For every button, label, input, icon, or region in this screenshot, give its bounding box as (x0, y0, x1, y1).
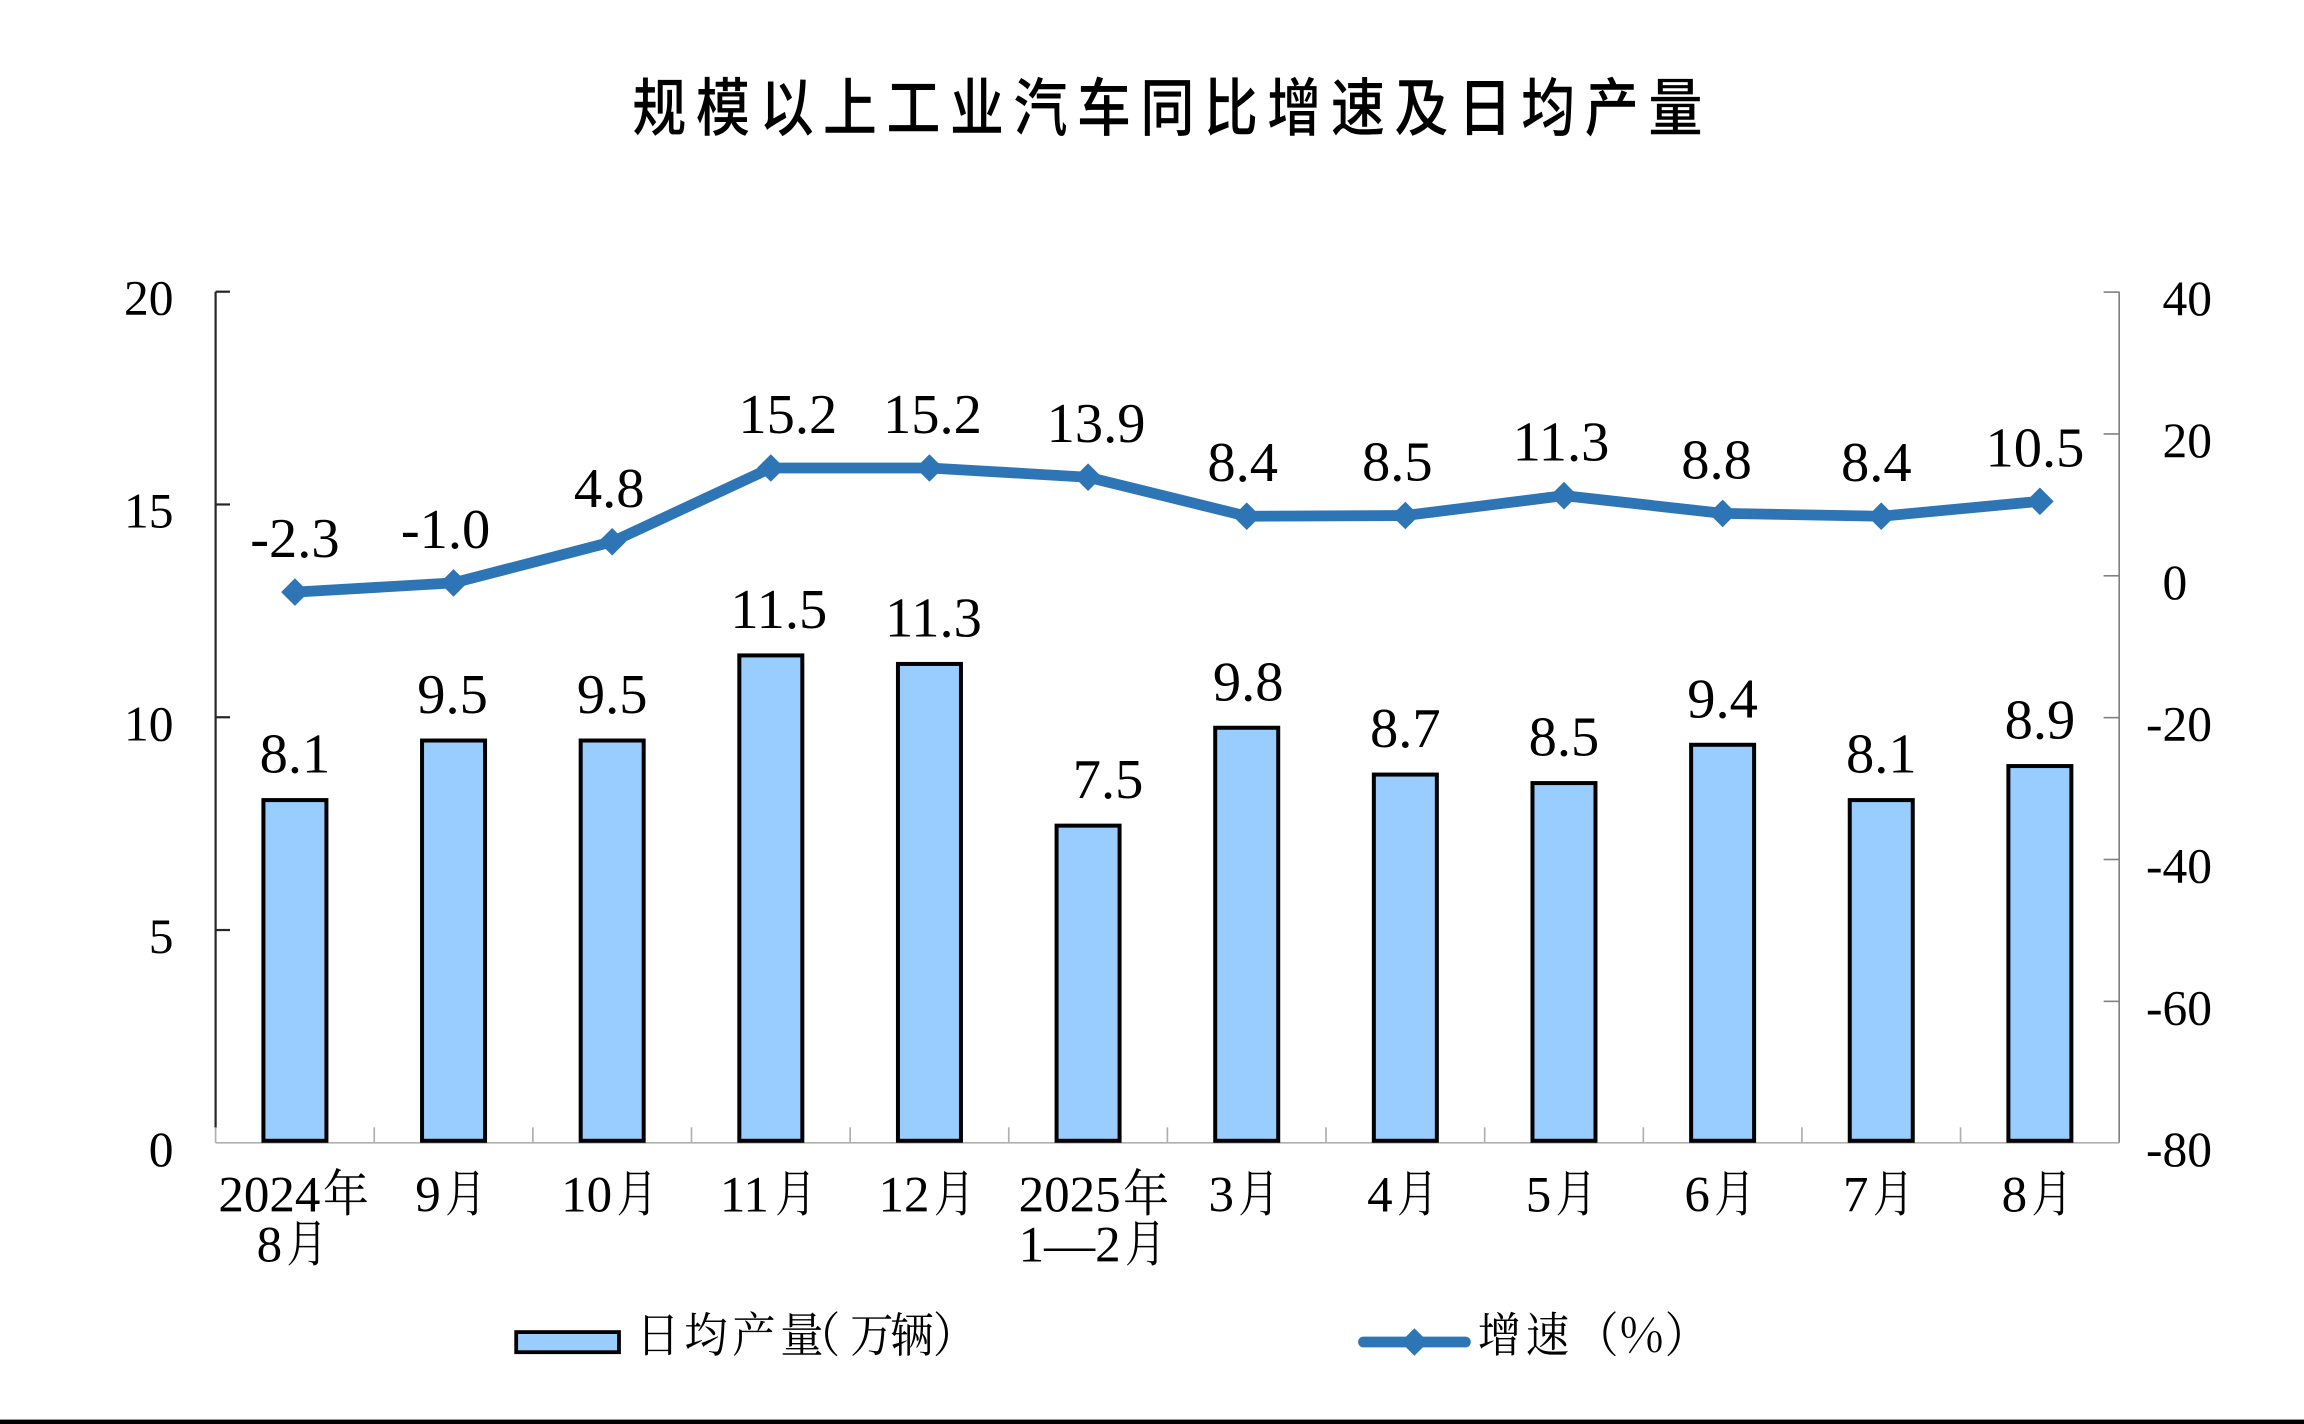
svg-text:15: 15 (124, 483, 174, 538)
svg-text:3: 3 (1208, 1168, 1234, 1224)
svg-text:-80: -80 (2146, 1122, 2212, 1177)
svg-text:0: 0 (149, 1122, 174, 1177)
svg-text:1—2: 1—2 (1019, 1218, 1121, 1274)
svg-text:-1.0: -1.0 (401, 499, 490, 561)
svg-text:20: 20 (124, 271, 174, 326)
svg-text:8: 8 (2002, 1168, 2028, 1224)
svg-text:13.9: 13.9 (1047, 393, 1146, 455)
svg-text:11: 11 (720, 1168, 769, 1224)
svg-text:8.7: 8.7 (1370, 698, 1441, 760)
svg-text:7.5: 7.5 (1073, 749, 1144, 811)
svg-text:8.1: 8.1 (260, 724, 331, 786)
svg-text:8.4: 8.4 (1841, 432, 1912, 494)
svg-text:20: 20 (2163, 413, 2213, 468)
svg-text:9.4: 9.4 (1687, 668, 1758, 730)
svg-text:4: 4 (1367, 1168, 1393, 1224)
svg-text:15.2: 15.2 (883, 384, 982, 446)
svg-text:10: 10 (124, 696, 174, 751)
svg-text:10: 10 (561, 1168, 612, 1224)
svg-text:8.9: 8.9 (2005, 690, 2076, 752)
svg-text:7: 7 (1843, 1168, 1869, 1224)
svg-text:8.4: 8.4 (1207, 432, 1278, 494)
svg-text:0: 0 (2163, 555, 2188, 610)
svg-text:-20: -20 (2146, 697, 2212, 752)
svg-text:8: 8 (257, 1218, 283, 1274)
svg-text:11.5: 11.5 (730, 579, 827, 641)
svg-text:-2.3: -2.3 (250, 508, 339, 570)
svg-text:11.3: 11.3 (1513, 412, 1610, 474)
svg-text:40: 40 (2163, 271, 2213, 326)
svg-text:12: 12 (878, 1168, 929, 1224)
svg-text:-60: -60 (2146, 980, 2212, 1035)
svg-text:8.1: 8.1 (1846, 724, 1917, 786)
svg-text:5: 5 (1526, 1168, 1552, 1224)
svg-text:9.8: 9.8 (1213, 651, 1284, 713)
svg-text:5: 5 (149, 909, 174, 964)
svg-text:6: 6 (1684, 1168, 1710, 1224)
svg-text:9.5: 9.5 (417, 664, 488, 726)
svg-text:9: 9 (415, 1168, 441, 1224)
svg-text:8.8: 8.8 (1681, 429, 1752, 491)
svg-text:2025: 2025 (1019, 1168, 1121, 1224)
svg-text:11.3: 11.3 (885, 587, 982, 649)
svg-text:8.5: 8.5 (1529, 707, 1600, 769)
svg-text:15.2: 15.2 (738, 384, 837, 446)
svg-text:8.5: 8.5 (1362, 432, 1433, 494)
svg-text:10.5: 10.5 (1985, 417, 2084, 479)
svg-text:2024: 2024 (218, 1168, 320, 1224)
svg-text:4.8: 4.8 (574, 458, 645, 520)
svg-text:-40: -40 (2146, 839, 2212, 894)
svg-text:9.5: 9.5 (577, 664, 648, 726)
